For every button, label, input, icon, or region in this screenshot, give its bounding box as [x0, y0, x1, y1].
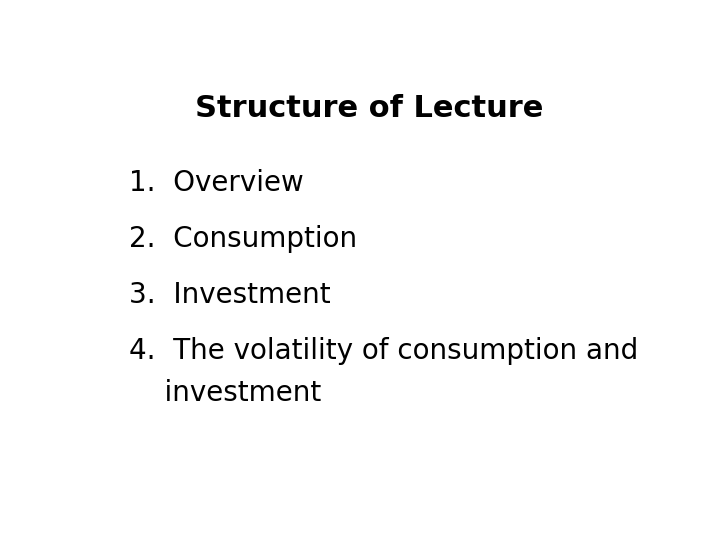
Text: 4.  The volatility of consumption and: 4. The volatility of consumption and [129, 337, 639, 365]
Text: 3.  Investment: 3. Investment [129, 281, 330, 309]
Text: Structure of Lecture: Structure of Lecture [195, 94, 543, 123]
Text: 2.  Consumption: 2. Consumption [129, 225, 357, 253]
Text: 1.  Overview: 1. Overview [129, 168, 304, 197]
Text: investment: investment [129, 379, 321, 407]
